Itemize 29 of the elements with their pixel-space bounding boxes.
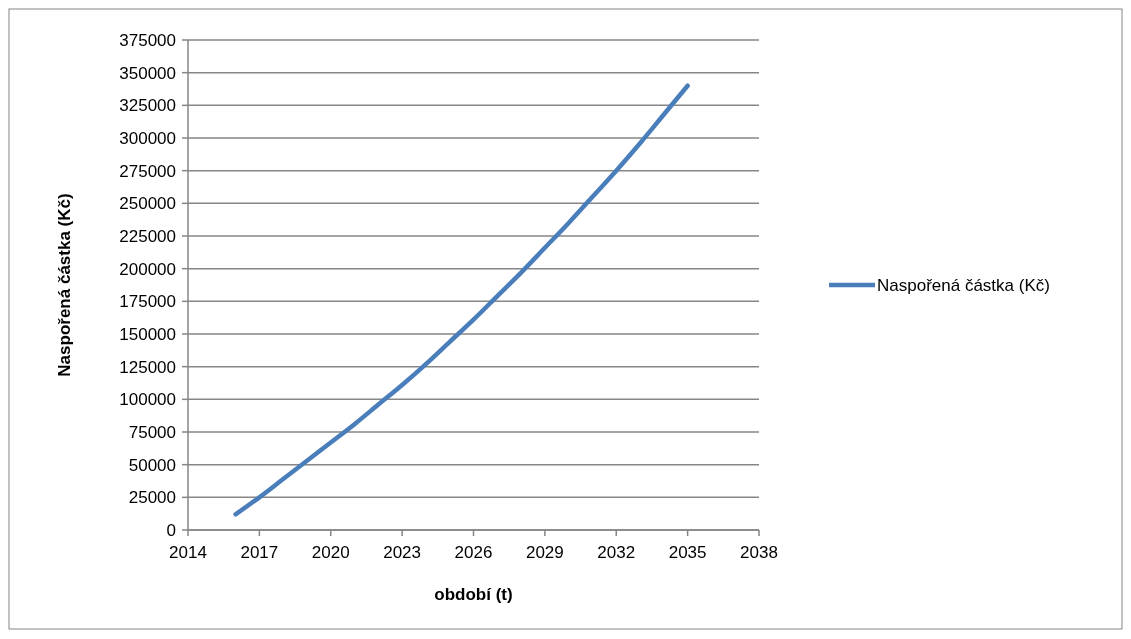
x-tick-label: 2014 bbox=[169, 543, 207, 562]
y-tick-label: 175000 bbox=[119, 292, 176, 312]
line-series bbox=[233, 83, 690, 517]
x-tick-label: 2035 bbox=[668, 543, 707, 562]
y-tick-label: 150000 bbox=[119, 324, 176, 344]
y-tick-label: 200000 bbox=[119, 259, 176, 279]
y-tick-label: 350000 bbox=[119, 63, 176, 83]
y-axis-title: Naspořená částka (Kč) bbox=[55, 193, 74, 377]
x-tick-label: 2032 bbox=[597, 543, 636, 562]
y-tick-label: 325000 bbox=[119, 96, 176, 116]
x-tick-label: 2026 bbox=[454, 543, 493, 562]
y-tick-label: 375000 bbox=[119, 30, 176, 50]
y-tick-label: 0 bbox=[166, 520, 176, 540]
legend-label: Naspořená částka (Kč) bbox=[877, 275, 1050, 295]
y-tick-label: 300000 bbox=[119, 128, 176, 148]
x-tick-label: 2020 bbox=[311, 543, 350, 562]
x-tick-label: 2017 bbox=[240, 543, 279, 562]
y-tick-label: 225000 bbox=[119, 226, 176, 246]
y-tick-label: 250000 bbox=[119, 194, 176, 214]
y-tick-label: 275000 bbox=[119, 161, 176, 181]
y-tick-label: 75000 bbox=[128, 422, 176, 442]
y-tick-label: 50000 bbox=[128, 455, 176, 475]
y-tick-label: 125000 bbox=[119, 357, 176, 377]
x-tick-label: 2023 bbox=[383, 543, 422, 562]
x-tick-label: 2029 bbox=[525, 543, 564, 562]
y-tick-label: 25000 bbox=[128, 488, 176, 508]
x-axis-title: období (t) bbox=[434, 585, 513, 604]
y-tick-label: 100000 bbox=[119, 390, 176, 410]
x-tick-label: 2038 bbox=[740, 543, 778, 562]
